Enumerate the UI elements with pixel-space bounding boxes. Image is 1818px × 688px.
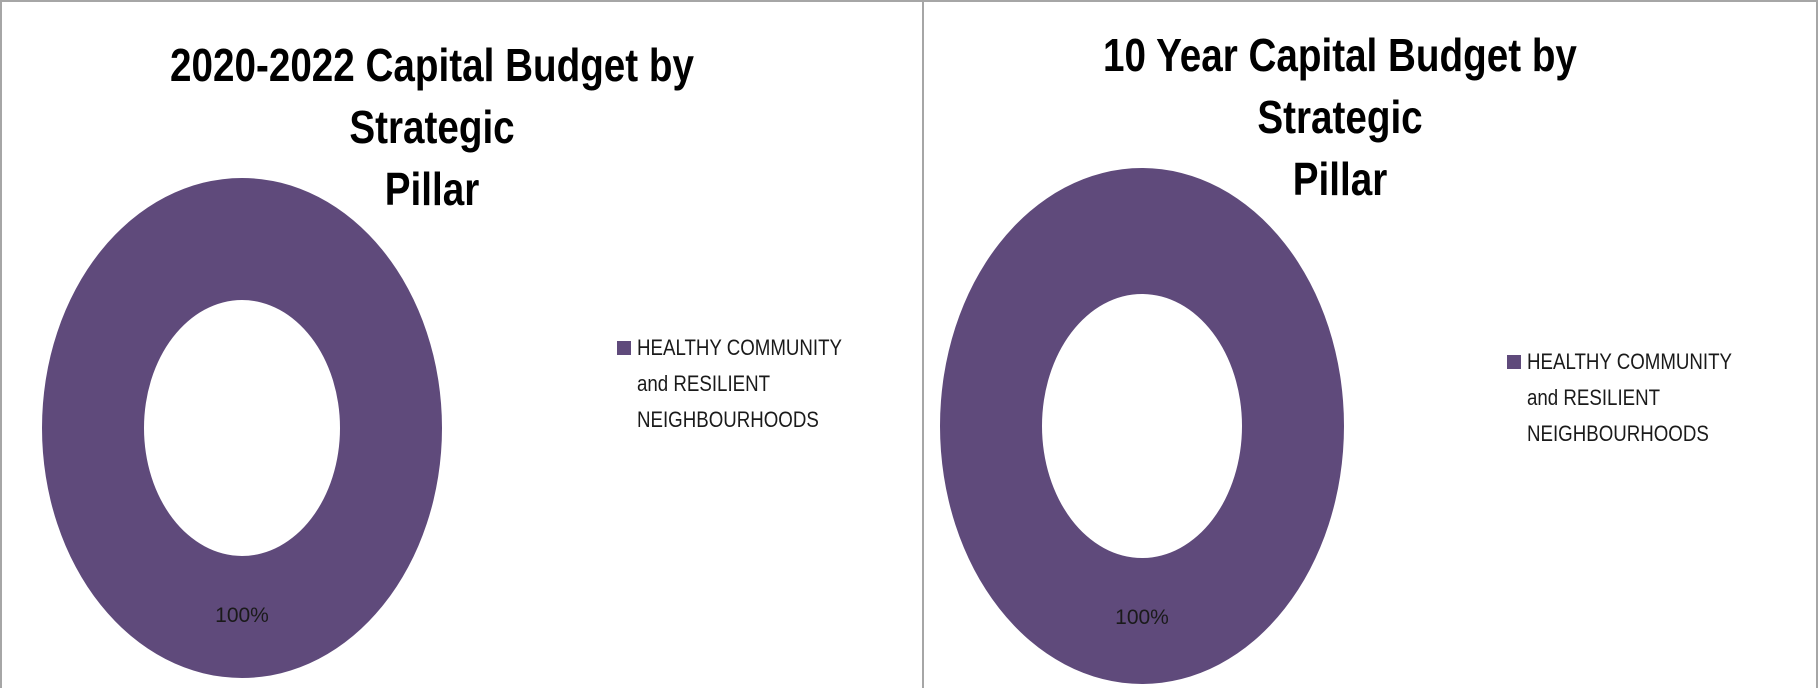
legend-item: HEALTHY COMMUNITY and RESILIENT NEIGHBOU… [1507, 344, 1768, 452]
chart-panel-left: 2020-2022 Capital Budget by Strategic Pi… [2, 2, 922, 688]
legend-left: HEALTHY COMMUNITY and RESILIENT NEIGHBOU… [617, 330, 878, 438]
legend-right: HEALTHY COMMUNITY and RESILIENT NEIGHBOU… [1507, 344, 1768, 452]
legend-swatch [1507, 355, 1521, 369]
donut-slice [42, 178, 442, 678]
legend-label: HEALTHY COMMUNITY and RESILIENT NEIGHBOU… [1527, 349, 1733, 446]
chart-panel-right: 10 Year Capital Budget by Strategic Pill… [924, 2, 1818, 688]
legend-item: HEALTHY COMMUNITY and RESILIENT NEIGHBOU… [617, 330, 878, 438]
slice-data-label: 100% [215, 604, 269, 627]
legend-label: HEALTHY COMMUNITY and RESILIENT NEIGHBOU… [637, 335, 843, 432]
panel-divider [922, 2, 924, 688]
slice-data-label: 100% [1115, 606, 1169, 629]
donut-slice [940, 168, 1344, 684]
chart-title-left: 2020-2022 Capital Budget by Strategic Pi… [169, 39, 694, 215]
legend-swatch [617, 341, 631, 355]
donut-chart-left: 100% [42, 178, 442, 678]
chart-title-right: 10 Year Capital Budget by Strategic Pill… [1103, 29, 1577, 205]
donut-chart-right: 100% [940, 168, 1344, 684]
